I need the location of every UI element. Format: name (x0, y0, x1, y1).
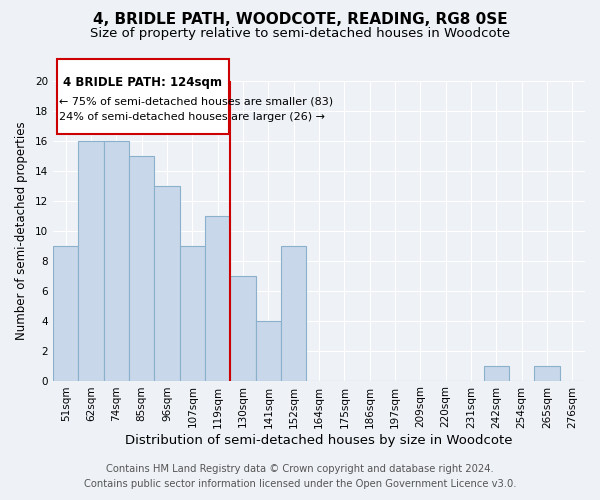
Text: ← 75% of semi-detached houses are smaller (83): ← 75% of semi-detached houses are smalle… (59, 96, 334, 106)
X-axis label: Distribution of semi-detached houses by size in Woodcote: Distribution of semi-detached houses by … (125, 434, 513, 448)
Bar (154, 186, 180, 380)
Bar (79, 141, 104, 380)
Bar (230, 276, 256, 380)
Bar (180, 246, 205, 380)
Bar (104, 141, 129, 380)
Bar (484, 366, 509, 380)
Text: 4, BRIDLE PATH, WOODCOTE, READING, RG8 0SE: 4, BRIDLE PATH, WOODCOTE, READING, RG8 0… (92, 12, 508, 28)
Bar (53, 246, 79, 380)
Bar (256, 320, 281, 380)
Text: Size of property relative to semi-detached houses in Woodcote: Size of property relative to semi-detach… (90, 28, 510, 40)
Text: Contains HM Land Registry data © Crown copyright and database right 2024.
Contai: Contains HM Land Registry data © Crown c… (84, 464, 516, 489)
Y-axis label: Number of semi-detached properties: Number of semi-detached properties (15, 122, 28, 340)
Text: 24% of semi-detached houses are larger (26) →: 24% of semi-detached houses are larger (… (59, 112, 325, 122)
Bar (205, 216, 230, 380)
Bar (535, 366, 560, 380)
Bar (281, 246, 307, 380)
Bar (57, 59, 229, 134)
Text: 4 BRIDLE PATH: 124sqm: 4 BRIDLE PATH: 124sqm (64, 76, 223, 90)
Bar (129, 156, 154, 380)
